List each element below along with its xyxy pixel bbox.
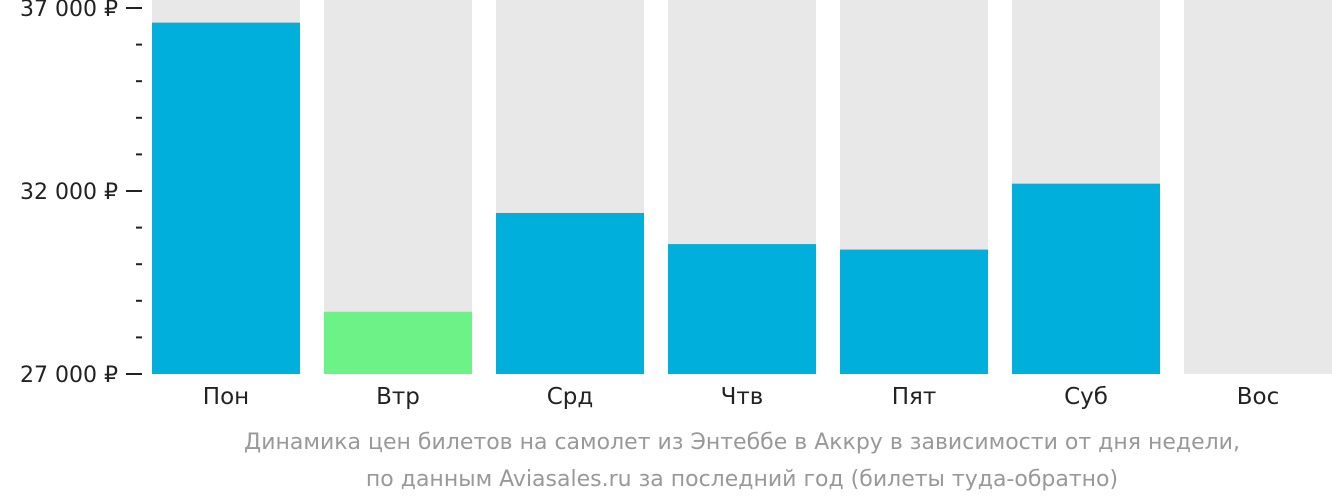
x-tick-label: Вос (1237, 384, 1280, 410)
bar-value (152, 22, 300, 374)
x-tick-label: Срд (547, 384, 594, 410)
chart-caption-line-1: Динамика цен билетов на самолет из Энтеб… (244, 430, 1240, 455)
bars (152, 0, 1332, 374)
x-tick-label: Втр (376, 384, 420, 410)
y-tick-label: 27 000 ₽ (20, 363, 118, 388)
y-tick-label: 32 000 ₽ (20, 180, 118, 205)
x-axis-labels: Пон Втр Срд Чтв Пят Суб Вос (203, 384, 1279, 410)
bar-cheapest (324, 311, 472, 374)
x-tick-label: Пон (203, 384, 249, 410)
y-axis: 37 000 ₽ 32 000 ₽ 27 000 ₽ (20, 0, 142, 388)
bar-value (840, 249, 988, 374)
x-tick-label: Суб (1064, 384, 1108, 410)
bar-value (668, 244, 816, 374)
chart-caption-line-2: по данным Aviasales.ru за последний год … (365, 467, 1119, 492)
bar-value (1012, 183, 1160, 374)
y-tick-label: 37 000 ₽ (20, 0, 118, 22)
bar-value (496, 212, 644, 374)
bar-background (1184, 0, 1332, 374)
bar-background (324, 0, 472, 374)
x-tick-label: Чтв (721, 384, 764, 410)
x-tick-label: Пят (892, 384, 937, 410)
